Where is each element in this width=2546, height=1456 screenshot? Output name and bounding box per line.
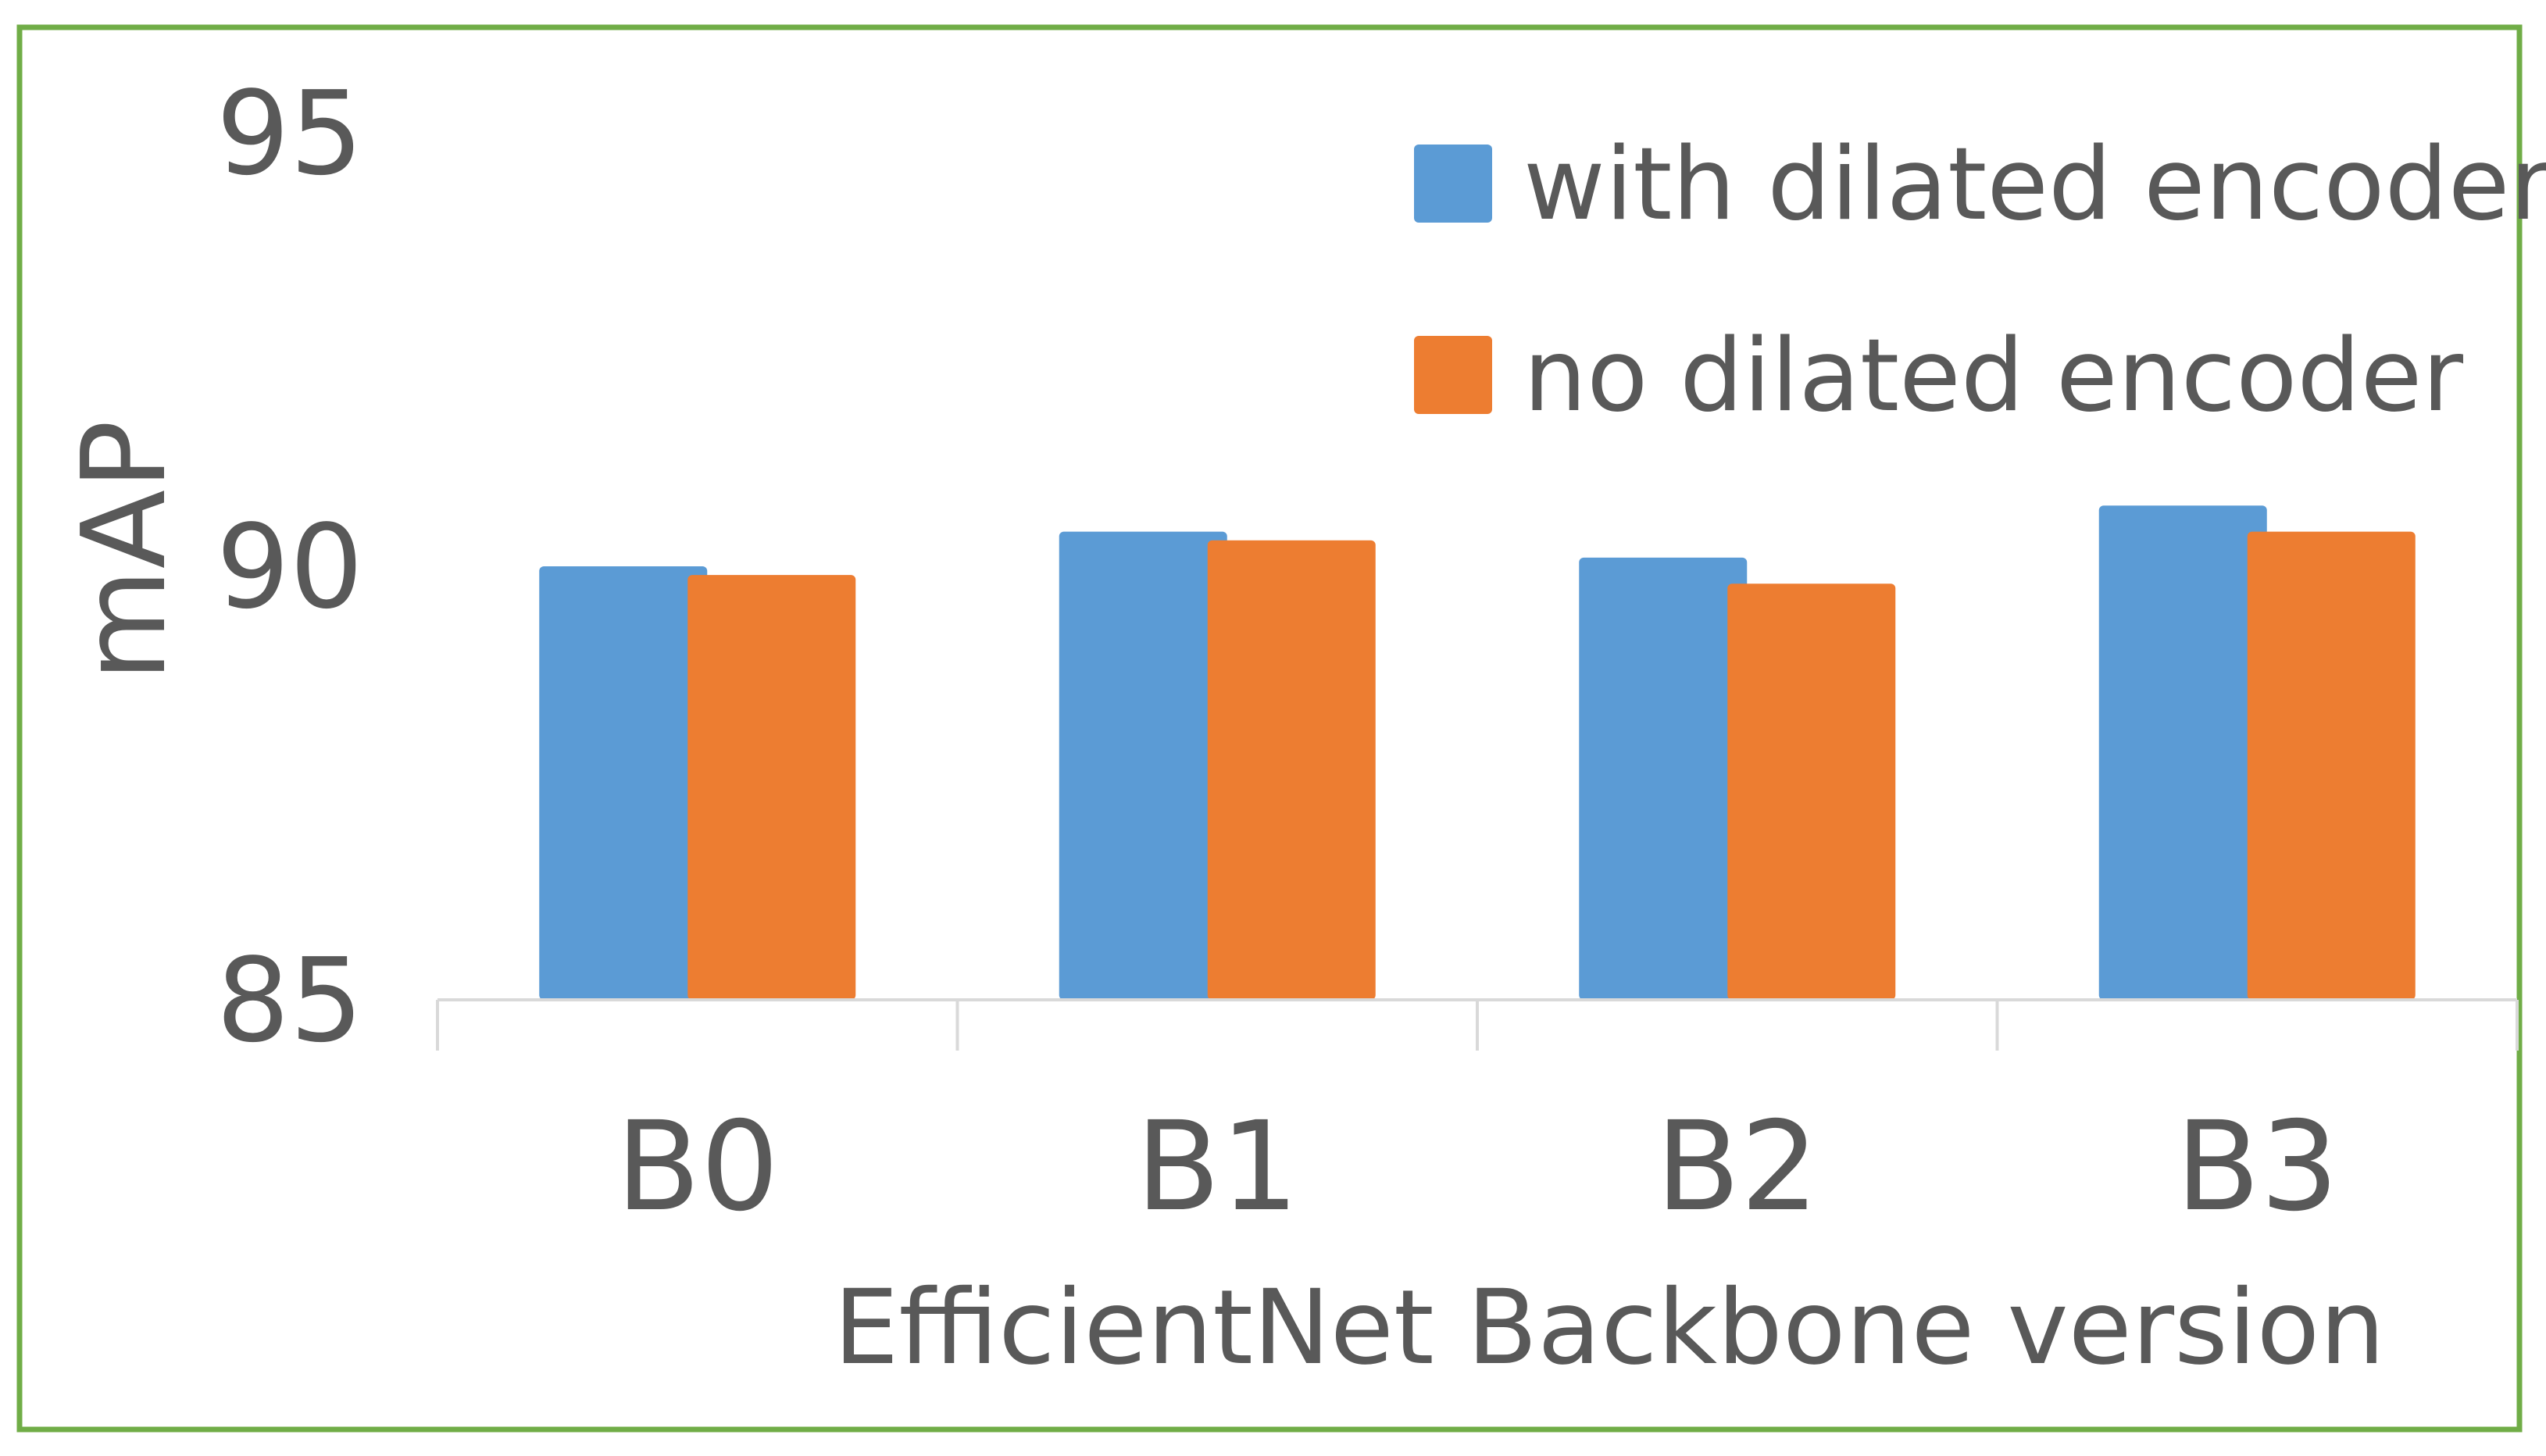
y-tick-label: 85 (216, 933, 363, 1068)
bar-b2-series-2 (1727, 583, 1896, 1000)
x-tick-label: B3 (2176, 1095, 2339, 1239)
x-tick-label: B1 (1136, 1095, 1299, 1239)
x-tick-label: B2 (1655, 1095, 1819, 1239)
bars-group (539, 505, 2416, 1000)
bar-b0-series-2 (687, 575, 856, 1000)
legend-label: with dilated encoder (1523, 127, 2546, 243)
y-tick-label: 90 (216, 500, 363, 634)
bar-b3-series-1 (2098, 505, 2267, 1000)
bar-b3-series-2 (2247, 531, 2416, 1000)
x-tick-label: B0 (616, 1095, 779, 1239)
bar-b1-series-2 (1207, 540, 1376, 1000)
y-axis-title: mAP (57, 420, 191, 682)
x-axis-title: EfficientNet Backbone version (834, 1268, 2385, 1388)
y-axis-ticks: 85 90 95 (216, 66, 363, 1068)
y-tick-label: 95 (216, 66, 363, 201)
bar-b1-series-1 (1059, 531, 1227, 1000)
legend-swatch (1414, 145, 1492, 223)
legend-label: no dilated encoder (1523, 318, 2463, 434)
x-axis (436, 998, 2519, 1051)
legend-swatch (1414, 336, 1492, 414)
legend: with dilated encoder no dilated encoder (1414, 127, 2546, 434)
bar-b0-series-1 (539, 566, 708, 1000)
x-axis-categories: B0 B1 B2 B3 (616, 1095, 2338, 1239)
bar-b2-series-1 (1579, 557, 1748, 1000)
